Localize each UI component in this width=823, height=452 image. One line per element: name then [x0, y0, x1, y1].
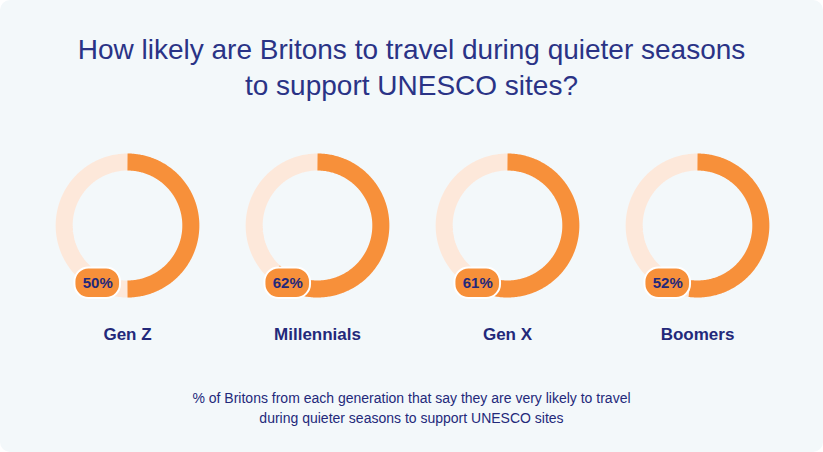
svg-text:52%: 52% — [653, 274, 683, 291]
html-text:% of Britons from each generat: % of Britons from each generation that s… — [192, 390, 631, 426]
svg-text:61%: 61% — [463, 274, 493, 291]
svg-text:62%: 62% — [273, 274, 303, 291]
svg-text:Gen Z: Gen Z — [103, 325, 151, 344]
svg-text:Millennials: Millennials — [274, 325, 361, 344]
svg-text:50%: 50% — [83, 274, 113, 291]
svg-text:Gen X: Gen X — [483, 325, 533, 344]
svg-text:Boomers: Boomers — [661, 325, 735, 344]
html-text:How likely are Britons to trav: How likely are Britons to travel during … — [77, 34, 746, 101]
